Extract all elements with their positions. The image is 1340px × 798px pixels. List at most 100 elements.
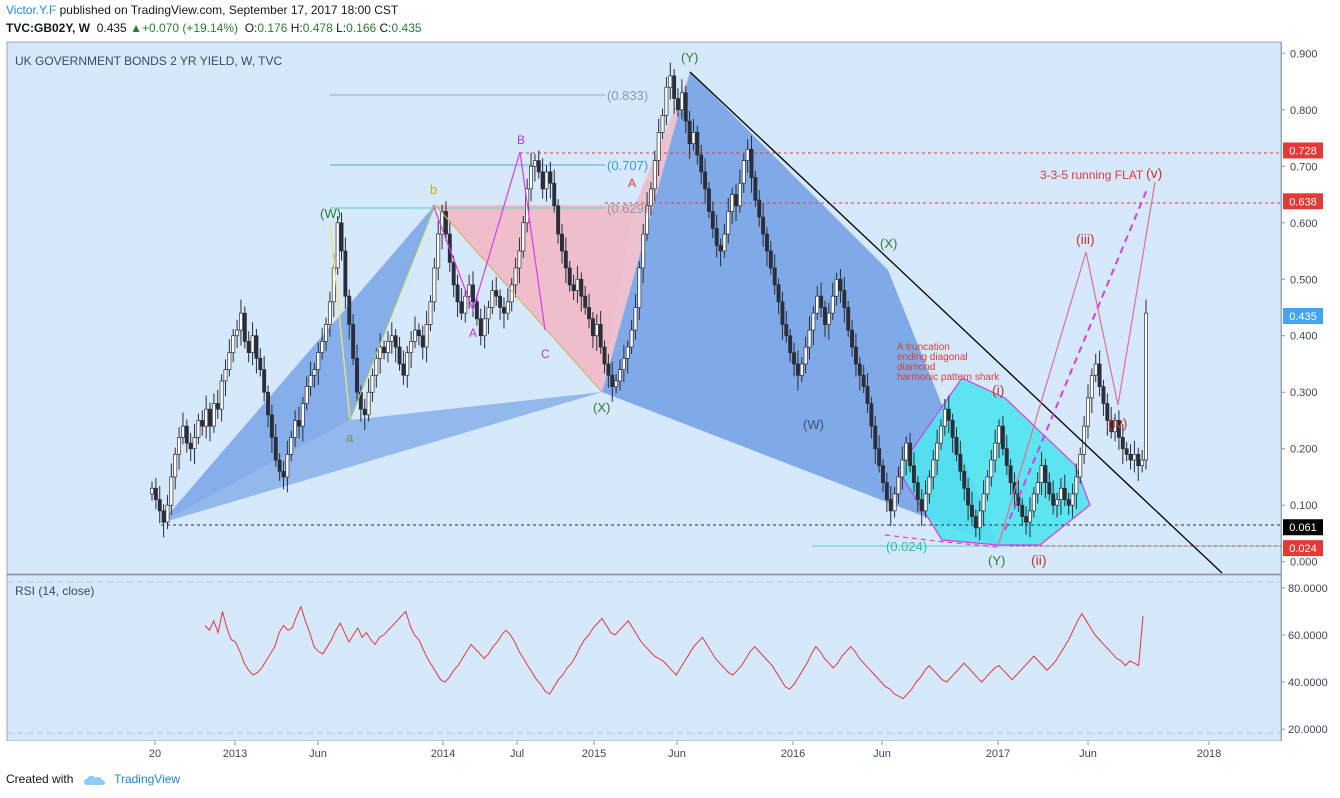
candle bbox=[1039, 452, 1044, 496]
time-tick-label: 20 bbox=[149, 748, 161, 760]
price-axis[interactable]: 0.900 0.800 0.700 0.600 0.500 0.400 0.300 0.200… bbox=[1281, 48, 1318, 569]
low-value: 0.166 bbox=[346, 21, 377, 35]
candle bbox=[560, 223, 564, 264]
time-tick-label: 2015 bbox=[582, 748, 606, 760]
candle bbox=[339, 212, 344, 261]
candle bbox=[219, 374, 224, 422]
candle bbox=[792, 342, 796, 377]
fib-833: (0.833) bbox=[607, 88, 648, 103]
candle bbox=[1132, 440, 1137, 473]
candles-layer bbox=[150, 62, 1148, 541]
price-tag: 0.024 bbox=[1283, 540, 1323, 557]
candle bbox=[973, 509, 978, 538]
candle bbox=[1116, 410, 1121, 450]
running-flat-label: 3-3-5 running FLAT bbox=[1040, 168, 1144, 182]
candle bbox=[327, 291, 332, 337]
wxy-pattern-right bbox=[602, 72, 998, 545]
trendline-descending[interactable] bbox=[689, 71, 1223, 574]
trend-lines bbox=[329, 71, 1223, 574]
candle bbox=[242, 306, 247, 349]
candle bbox=[1074, 463, 1079, 510]
candle bbox=[548, 161, 553, 199]
open-label: O: bbox=[244, 21, 258, 35]
candle bbox=[262, 356, 267, 402]
bat-pattern-left bbox=[161, 205, 435, 523]
last-price: 0.435 bbox=[96, 21, 127, 35]
candle bbox=[173, 447, 178, 490]
rsi-layer bbox=[7, 581, 1281, 734]
candle bbox=[347, 289, 352, 340]
candle bbox=[757, 190, 762, 227]
wave-label-iii: (iii) bbox=[1076, 231, 1095, 247]
rsi-line bbox=[204, 605, 1144, 700]
symbol-line: TVC:GB02Y, W 0.435 ▲+0.070 (+19.14%) O:0… bbox=[6, 21, 422, 35]
candle bbox=[1144, 299, 1148, 470]
candle bbox=[958, 440, 963, 481]
candle bbox=[900, 446, 905, 490]
candle bbox=[1093, 353, 1098, 383]
tradingview-link[interactable]: TradingView bbox=[114, 772, 181, 786]
price-tag-label: 0.435 bbox=[1289, 311, 1317, 323]
candle bbox=[664, 77, 669, 126]
price-tick-label: 0.000 bbox=[1290, 557, 1318, 569]
candle bbox=[184, 419, 189, 453]
candle bbox=[517, 237, 522, 284]
candle bbox=[877, 435, 882, 473]
price-tick-label: 0.300 bbox=[1290, 387, 1318, 399]
published-line: Victor.Y.F published on TradingView.com,… bbox=[6, 3, 398, 17]
time-tick-label: Jun bbox=[668, 748, 686, 760]
candle bbox=[1109, 406, 1114, 439]
candle bbox=[239, 299, 243, 346]
candle bbox=[633, 293, 638, 340]
chart-area[interactable]: (W) b a A B C A (Y) (X) (X) (W) (Y) (i) … bbox=[0, 0, 1340, 760]
candle bbox=[695, 125, 700, 165]
candle bbox=[993, 429, 998, 473]
open-value: 0.176 bbox=[257, 21, 288, 35]
candle bbox=[977, 500, 982, 541]
candle bbox=[741, 153, 746, 193]
candle bbox=[950, 413, 955, 453]
candle bbox=[188, 432, 193, 462]
candle bbox=[297, 406, 301, 439]
candle bbox=[834, 272, 839, 306]
candle bbox=[536, 150, 541, 179]
candle bbox=[389, 322, 394, 354]
candle bbox=[1020, 498, 1025, 527]
candle bbox=[424, 310, 429, 363]
candle bbox=[1062, 474, 1067, 507]
candle bbox=[753, 170, 758, 207]
wave-label-A1: A bbox=[469, 326, 477, 340]
candle bbox=[699, 144, 704, 185]
candle bbox=[405, 345, 410, 388]
candle bbox=[637, 261, 642, 320]
tradingview-cloud-icon bbox=[83, 775, 105, 785]
candle bbox=[393, 328, 398, 363]
time-axis[interactable]: 20 2013 Jun 2014 Jul 2015 Jun 2016 Jun 2017 Jun 201… bbox=[149, 741, 1221, 760]
candle bbox=[250, 322, 255, 366]
candle bbox=[498, 289, 503, 320]
price-tag-label: 0.728 bbox=[1289, 145, 1317, 157]
wave-label-C1: C bbox=[541, 347, 550, 361]
wave-label-v: (v) bbox=[1146, 165, 1162, 181]
candle bbox=[780, 291, 785, 340]
author-link[interactable]: Victor.Y.F bbox=[6, 3, 57, 17]
rsi-axis[interactable]: 80.0000 60.0000 40.0000 20.0000 bbox=[1281, 583, 1328, 736]
time-tick-label: 2016 bbox=[781, 748, 805, 760]
candle bbox=[409, 331, 414, 368]
time-tick-label: Jun bbox=[873, 748, 891, 760]
price-tag: 0.061 bbox=[1283, 519, 1323, 536]
candle bbox=[842, 276, 847, 323]
candle bbox=[556, 199, 561, 244]
candle bbox=[970, 491, 974, 524]
rsi-pane[interactable] bbox=[7, 576, 1281, 741]
candle bbox=[413, 316, 417, 349]
candle bbox=[1101, 379, 1106, 416]
candle bbox=[575, 265, 580, 303]
price-tag: 0.728 bbox=[1283, 142, 1323, 159]
candle bbox=[869, 396, 874, 439]
candle bbox=[1047, 472, 1052, 501]
abc-pattern-pink bbox=[435, 205, 635, 392]
candle bbox=[915, 475, 920, 512]
candle bbox=[807, 316, 812, 360]
candle bbox=[1097, 350, 1102, 397]
